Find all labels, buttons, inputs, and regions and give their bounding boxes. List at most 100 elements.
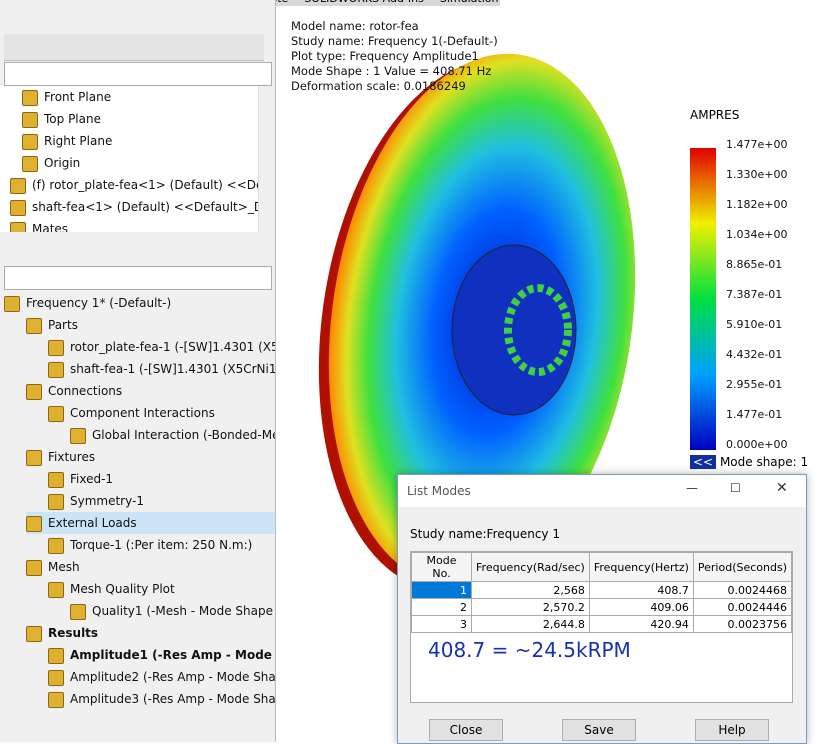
legend-label: 1.477e-01 <box>726 408 783 421</box>
legend-label: 7.387e-01 <box>726 288 783 301</box>
tree-label: Amplitude3 (-Res Amp - Mode Shape <box>70 692 275 706</box>
dialog-title: List Modes <box>407 484 471 498</box>
tree-item[interactable]: Mates <box>10 218 258 232</box>
cell: 0.0024468 <box>692 581 793 599</box>
tree-icon <box>70 427 86 444</box>
table-row[interactable]: 1 2,568 408.7 0.0024468 <box>410 581 793 599</box>
tree-item[interactable]: Fixtures <box>26 446 275 468</box>
legend-label: 1.477e+00 <box>726 138 788 151</box>
tree-label: Torque-1 (:Per item: 250 N.m:) <box>70 538 253 552</box>
tree-icon <box>26 625 42 642</box>
tree-item[interactable]: Origin <box>22 152 258 174</box>
tree-icon <box>48 581 64 598</box>
filter[interactable] <box>4 62 272 86</box>
table-row[interactable]: 3 2,644.8 420.94 0.0023756 <box>410 615 793 633</box>
tree-icon <box>22 111 38 128</box>
info-line: Plot type: Frequency Amplitude1 <box>291 49 479 63</box>
cell: 2,568 <box>471 581 590 599</box>
tree-item[interactable]: Frequency 1* (-Default-) <box>4 292 275 314</box>
mode-nav-label: Mode shape: 1 <box>719 455 809 469</box>
tree-label: Mesh <box>48 560 80 574</box>
tree-item[interactable]: Right Plane <box>22 130 258 152</box>
tree-item[interactable]: Global Interaction (-Bonded-Mesh <box>70 424 275 446</box>
tree-icon <box>22 89 38 106</box>
tree-label: Parts <box>48 318 78 332</box>
tree-icon <box>48 537 64 554</box>
legend-label: 5.910e-01 <box>726 318 783 331</box>
tree-item[interactable]: Parts <box>26 314 275 336</box>
scrollbar[interactable] <box>258 86 272 232</box>
cell: 0.0023756 <box>692 615 793 633</box>
panel-tabs[interactable] <box>4 34 264 61</box>
tree-icon <box>70 603 86 620</box>
tree-item[interactable]: Front Plane <box>22 86 258 108</box>
tree-icon <box>48 691 64 708</box>
ribbon-tab[interactable]: Simulation <box>440 0 499 5</box>
tree-item[interactable]: Amplitude3 (-Res Amp - Mode Shape <box>48 688 275 710</box>
column-header: Period(Seconds) <box>692 552 793 582</box>
tree-item[interactable]: External Loads <box>26 512 275 534</box>
legend-label: 1.034e+00 <box>726 228 788 241</box>
cell: 3 <box>410 615 473 633</box>
tree-icon <box>48 669 64 686</box>
plot-info: Model name: rotor-fea Study name: Frequen… <box>291 19 498 94</box>
tree-label: Front Plane <box>44 90 112 104</box>
legend-title: AMPRES <box>690 108 740 122</box>
legend-label: 4.432e-01 <box>726 348 783 361</box>
tree-icon <box>26 515 42 532</box>
tree-item[interactable]: Symmetry-1 <box>48 490 275 512</box>
column-header: Frequency(Rad/sec) <box>471 552 590 582</box>
button[interactable]: Close <box>429 719 503 741</box>
tree-label: Mates <box>32 222 69 232</box>
column-header: Mode No. <box>410 552 473 582</box>
close-x[interactable]: ✕ <box>776 480 788 496</box>
table-row[interactable]: 2 2,570.2 409.06 0.0024446 <box>410 598 793 616</box>
mode-nav[interactable]: << Mode shape: 1 <box>690 455 808 469</box>
tree-item[interactable]: (f) rotor_plate-fea<1> (Default) <<Defau <box>10 174 258 196</box>
tree-icon <box>48 361 64 378</box>
dialog: List Modes — ☐ ✕ Study name:Frequency 1 … <box>397 474 807 744</box>
tree-item[interactable]: Top Plane <box>22 108 258 130</box>
tree-label: Global Interaction (-Bonded-Mesh <box>92 428 275 442</box>
hub-stress <box>504 284 572 376</box>
tree-label: Frequency 1* (-Default-) <box>26 296 172 310</box>
tree-item[interactable]: Component Interactions <box>48 402 275 424</box>
legend-label: 0.000e+00 <box>726 438 788 451</box>
tree-item[interactable]: rotor_plate-fea-1 (-[SW]1.4301 (X5 <box>48 336 275 358</box>
cell: 408.7 <box>588 581 694 599</box>
tree-item[interactable]: Quality1 (-Mesh - Mode Shape 1-) <box>70 600 275 622</box>
tree-label: Symmetry-1 <box>70 494 144 508</box>
tree-item[interactable]: shaft-fea-1 (-[SW]1.4301 (X5CrNi1 <box>48 358 275 380</box>
tree-item[interactable]: shaft-fea<1> (Default) <<Default>_Disp <box>10 196 258 218</box>
filter[interactable] <box>4 266 272 290</box>
study-label: Study name:Frequency 1 <box>410 527 560 541</box>
tree-item[interactable]: Mesh Quality Plot <box>48 578 275 600</box>
tree-icon <box>48 339 64 356</box>
tree-label: Amplitude1 (-Res Amp - Mode Shape <box>70 648 275 662</box>
tree-item[interactable]: Results <box>26 622 275 644</box>
legend-label: 1.330e+00 <box>726 168 788 181</box>
tree-icon <box>26 383 42 400</box>
button[interactable]: Help <box>695 719 769 741</box>
tree-icon <box>10 199 26 216</box>
tree-item[interactable]: Amplitude1 (-Res Amp - Mode Shape <box>48 644 275 666</box>
tree-icon <box>26 317 42 334</box>
tree-item[interactable]: Torque-1 (:Per item: 250 N.m:) <box>48 534 275 556</box>
header-row: Mode No. Frequency(Rad/sec) Frequency(Hert… <box>410 552 793 582</box>
tree-item[interactable]: Connections <box>26 380 275 402</box>
minimize[interactable]: — <box>686 481 698 495</box>
tree-item[interactable]: Amplitude2 (-Res Amp - Mode Shape <box>48 666 275 688</box>
cell: 2 <box>410 598 473 616</box>
tree-item[interactable]: Fixed-1 <box>48 468 275 490</box>
button[interactable]: Save <box>562 719 636 741</box>
modes-table: Mode No. Frequency(Rad/sec) Frequency(Hert… <box>410 552 793 633</box>
maximize[interactable]: ☐ <box>730 481 741 495</box>
tree-label: Fixed-1 <box>70 472 114 486</box>
tree-icon <box>48 647 64 664</box>
tree-label: Fixtures <box>48 450 96 464</box>
tree-item[interactable]: Mesh <box>26 556 275 578</box>
note: 408.7 = ~24.5kRPM <box>428 638 631 662</box>
tree-label: Quality1 (-Mesh - Mode Shape 1-) <box>92 604 275 618</box>
tree-label: shaft-fea<1> (Default) <<Default>_Disp <box>32 200 258 214</box>
ribbon-tab[interactable]: SOLIDWORKS Add-Ins <box>304 0 424 5</box>
